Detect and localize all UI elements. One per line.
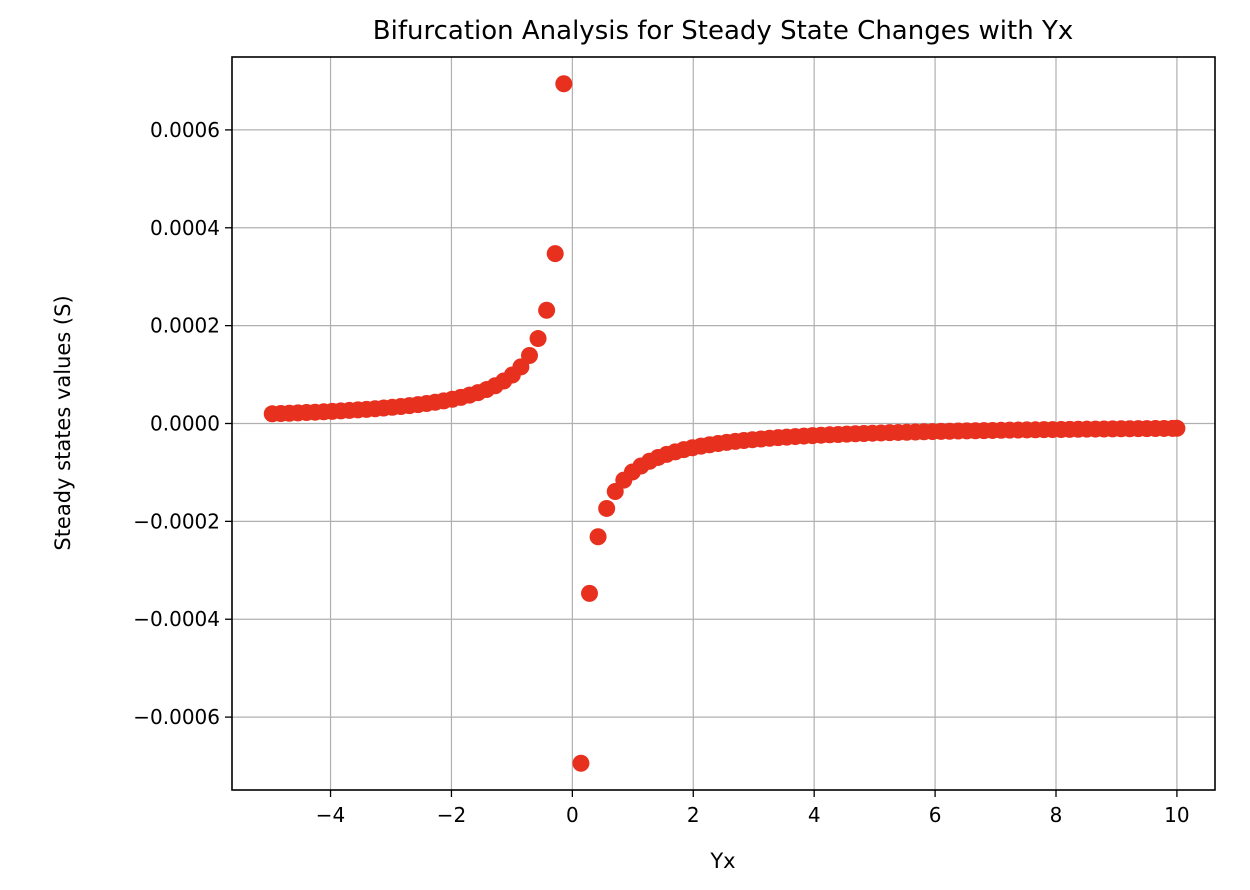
x-tick-label: 4 — [808, 803, 821, 827]
data-point — [520, 347, 538, 365]
data-point — [581, 584, 599, 602]
x-tick-label: −4 — [316, 803, 345, 827]
data-point — [538, 301, 556, 319]
x-tick-label: −2 — [437, 803, 466, 827]
x-tick-label: 2 — [687, 803, 700, 827]
x-tick-label: 0 — [566, 803, 579, 827]
data-point — [1168, 419, 1186, 437]
y-tick-label: 0.0000 — [150, 412, 220, 436]
y-tick-label: −0.0006 — [133, 705, 220, 729]
data-point — [555, 75, 573, 93]
data-point — [529, 330, 547, 348]
x-tick-label: 6 — [929, 803, 942, 827]
x-axis-label: Yx — [709, 849, 735, 873]
y-axis-label: Steady states values (S) — [51, 295, 75, 550]
axis-ticks — [225, 129, 1178, 797]
y-tick-label: 0.0002 — [150, 314, 220, 338]
y-tick-label: 0.0006 — [150, 118, 220, 142]
y-tick-label: −0.0004 — [133, 607, 220, 631]
y-tick-label: −0.0002 — [133, 509, 220, 533]
x-tick-label: 10 — [1164, 803, 1189, 827]
axis-tick-labels: −4 −2 0 2 4 6 8 10 −0.0006 −0.0004 −0.0002 0.0000 0.… — [133, 118, 1189, 827]
chart-title: Bifurcation Analysis for Steady State Ch… — [373, 16, 1073, 46]
data-point — [589, 528, 607, 546]
data-point — [572, 754, 590, 772]
x-tick-label: 8 — [1050, 803, 1063, 827]
scatter-series — [263, 75, 1186, 772]
data-point — [598, 499, 616, 517]
y-tick-label: 0.0004 — [150, 216, 220, 240]
data-point — [546, 245, 564, 263]
